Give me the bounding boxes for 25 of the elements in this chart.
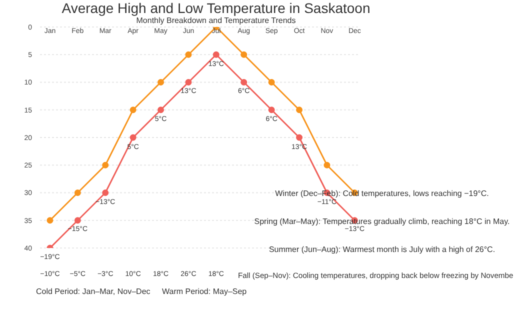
annotation: Summer (Jun–Aug): Warmest month is July with a high of 26°C. [268,245,496,254]
point [296,106,303,114]
annotation: Spring (Mar–May): Temperatures gradually climb, reaching 18°C in May. [253,217,511,226]
point [74,190,81,196]
point [130,134,136,141]
point [185,79,192,86]
point [102,190,109,196]
point [46,217,54,224]
text: Cold Period: Jan–Mar, Nov–Dec [36,287,150,296]
point [74,217,81,224]
chart-subtitle: Monthly Breakdown and Temperature Trends [135,16,297,25]
chart-title: Average High and Low Temperature in Saskatoon [60,0,372,16]
point [212,51,220,58]
point [158,79,164,86]
point [240,51,248,58]
point [268,106,275,114]
point [296,134,303,141]
point [324,162,330,168]
point [102,162,109,168]
point [185,51,192,58]
point [130,106,136,114]
text: Warm Period: May–Sep [162,287,247,296]
point [240,79,248,86]
point [158,106,164,114]
point [268,79,275,86]
